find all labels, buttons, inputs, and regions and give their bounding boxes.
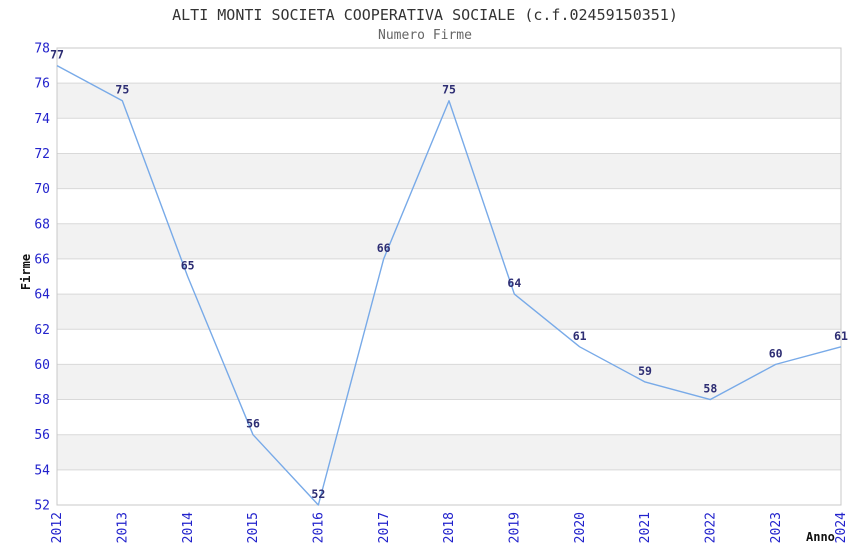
y-tick-label: 78: [34, 42, 50, 57]
x-tick-label: 2015: [246, 512, 261, 543]
grid-band: [57, 294, 841, 330]
y-tick-label: 76: [34, 77, 50, 92]
y-tick-label: 66: [34, 252, 50, 267]
point-label: 60: [769, 346, 783, 360]
point-label: 52: [311, 487, 325, 501]
grid-band: [57, 223, 841, 259]
grid-band: [57, 153, 841, 189]
point-label: 77: [50, 48, 64, 62]
y-tick-label: 64: [34, 288, 50, 303]
plot-border: [56, 47, 842, 506]
y-tick-label: 60: [34, 358, 50, 373]
y-tick-label: 56: [34, 428, 50, 443]
x-tick-label: 2022: [703, 512, 718, 543]
y-tick-label: 62: [34, 323, 50, 338]
grid-band: [57, 364, 841, 400]
point-label: 56: [246, 417, 260, 431]
x-tick-label: 2023: [769, 512, 784, 543]
point-label: 61: [834, 329, 848, 343]
point-label: 64: [507, 276, 521, 290]
x-tick-label: 2012: [50, 512, 65, 543]
x-tick-label: 2019: [507, 512, 522, 543]
point-label: 61: [573, 329, 587, 343]
y-tick-label: 54: [34, 463, 50, 478]
y-tick-label: 72: [34, 147, 50, 162]
x-tick-label: 2018: [442, 512, 457, 543]
x-tick-label: 2017: [377, 512, 392, 543]
y-tick-label: 74: [34, 112, 50, 127]
x-tick-label: 2014: [181, 512, 196, 543]
x-tick-label: 2021: [638, 512, 653, 543]
x-tick-label: 2020: [573, 512, 588, 543]
x-tick-label: 2024: [834, 512, 849, 543]
y-tick-label: 70: [34, 182, 50, 197]
x-tick-label: 2013: [115, 512, 130, 543]
point-label: 75: [115, 83, 129, 97]
point-label: 75: [442, 83, 456, 97]
grid-band: [57, 434, 841, 470]
data-line: [56, 64, 842, 506]
point-label: 66: [377, 241, 391, 255]
x-tick-label: 2016: [311, 512, 326, 543]
x-axis-label: Anno: [806, 530, 835, 544]
point-label: 58: [703, 382, 717, 396]
chart-title: ALTI MONTI SOCIETA COOPERATIVA SOCIALE (…: [172, 6, 678, 24]
point-label: 65: [181, 259, 195, 273]
y-tick-label: 68: [34, 217, 50, 232]
chart-subtitle: Numero Firme: [378, 28, 472, 43]
point-label: 59: [638, 364, 652, 378]
y-tick-label: 58: [34, 393, 50, 408]
y-tick-label: 52: [34, 499, 50, 514]
